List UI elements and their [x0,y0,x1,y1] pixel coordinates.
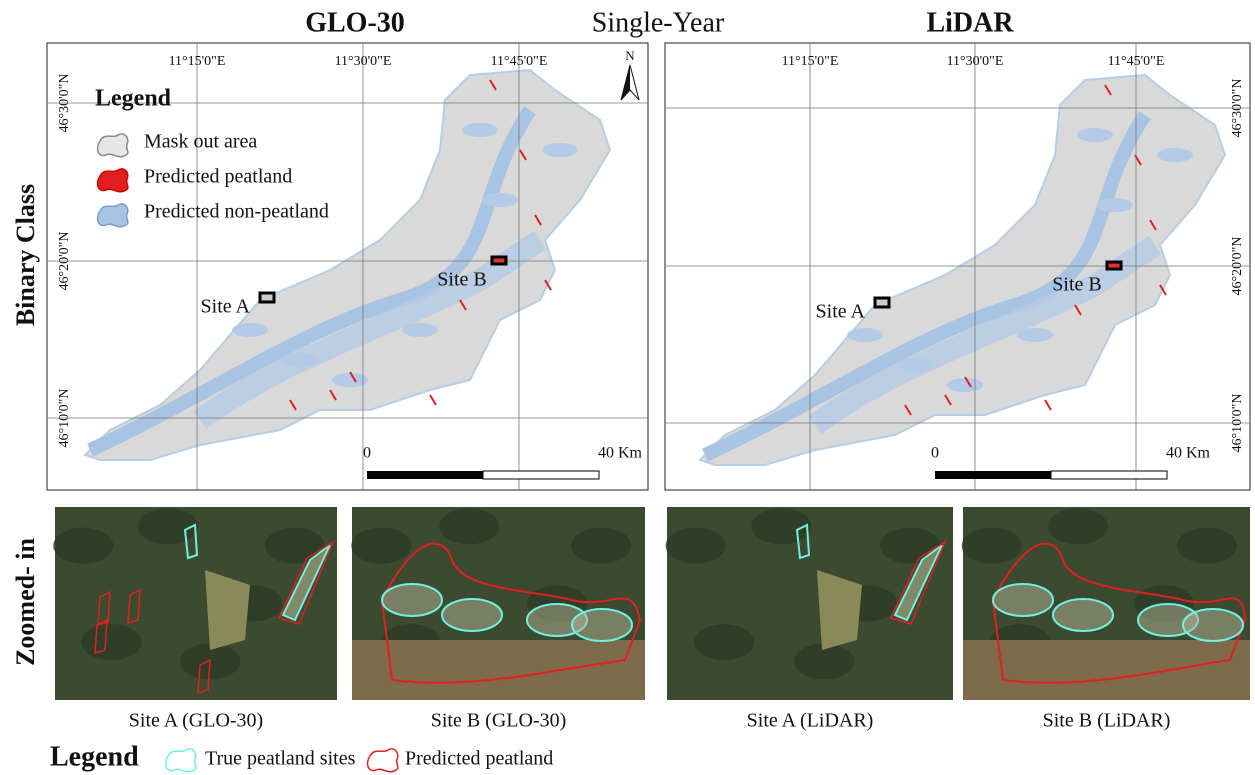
site-box [260,293,274,302]
scale-label: 40 Km [1166,445,1211,462]
true-peatland [382,584,442,616]
forest-texture [351,528,411,564]
lat-label: 46°20'0"N [1230,237,1245,296]
non-peatland [402,323,438,337]
zoom-caption: Site B (LiDAR) [1043,710,1171,732]
non-peatland [947,378,983,392]
forest-texture [666,528,726,564]
forest-texture [1177,528,1237,564]
non-peatland [847,328,883,342]
lon-label: 11°45'0"E [1108,54,1165,69]
forest-texture [571,528,631,564]
meadow [352,640,645,700]
forest-texture [138,508,198,544]
scale-bar [935,471,1051,479]
north-label: N [625,48,635,63]
scale-bar [483,471,599,479]
meadow [963,640,1250,700]
true-peatland [1183,609,1243,641]
scale-label: 0 [931,445,939,462]
legend-icon [368,749,398,772]
non-peatland [1077,128,1113,142]
lat-label: 46°10'0"N [1230,394,1245,453]
lat-label: 46°10'0"N [57,389,72,448]
true-peatland [993,584,1053,616]
lat-label: 46°30'0"N [1230,79,1245,138]
forest-texture [53,528,113,564]
site-box [1107,262,1121,269]
site-box [492,257,506,264]
legend-label: Predicted non-peatland [144,201,329,223]
zoom-caption: Site A (LiDAR) [747,710,874,732]
scale-bar [367,471,483,479]
column-title: GLO-30 [305,7,405,38]
legend-label: Mask out area [144,131,257,153]
lon-label: 11°15'0"E [169,54,226,69]
forest-texture [694,624,754,660]
non-peatland [1097,198,1133,212]
lon-label: 11°15'0"E [782,54,839,69]
figure: GLO-30 Single-Year LiDAR Binary Class Zo… [0,0,1255,775]
lat-label: 46°20'0"N [57,232,72,291]
non-peatland [1017,328,1053,342]
forest-texture [962,528,1022,564]
legend-icon [166,749,196,772]
legend-icon [98,169,128,192]
legend-title: Legend [95,86,172,112]
lon-label: 11°30'0"E [335,54,392,69]
lon-label: 11°30'0"E [947,54,1004,69]
scale-label: 0 [363,445,371,462]
legend-label: Predicted peatland [144,166,292,188]
non-peatland [897,358,933,372]
non-peatland [542,143,578,157]
zoom-caption: Site A (GLO-30) [129,710,263,732]
forest-texture [439,508,499,544]
non-peatland [462,123,498,137]
site-label: Site B [437,269,486,291]
legend-icon [98,204,128,227]
site-box [875,298,889,307]
lon-label: 11°45'0"E [491,54,548,69]
legend-title: Legend [50,741,139,772]
row-label: Zoomed- in [11,538,40,666]
scale-bar [1051,471,1167,479]
site-label: Site B [1052,274,1101,296]
non-peatland [482,193,518,207]
legend-label: True peatland sites [205,748,356,770]
true-peatland [1053,599,1113,631]
row-label: Binary Class [11,184,40,326]
center-title: Single-Year [592,7,725,38]
true-peatland [572,609,632,641]
lat-label: 46°30'0"N [57,74,72,133]
site-label: Site A [816,301,866,323]
zoom-caption: Site B (GLO-30) [431,710,567,732]
true-peatland [442,599,502,631]
column-title: LiDAR [926,7,1014,38]
legend-icon [98,134,128,157]
non-peatland [1157,148,1193,162]
forest-texture [1048,508,1108,544]
forest-texture [81,624,141,660]
non-peatland [232,323,268,337]
site-label: Site A [201,296,251,318]
legend-label: Predicted peatland [405,748,553,770]
non-peatland [282,353,318,367]
scale-label: 40 Km [598,445,643,462]
